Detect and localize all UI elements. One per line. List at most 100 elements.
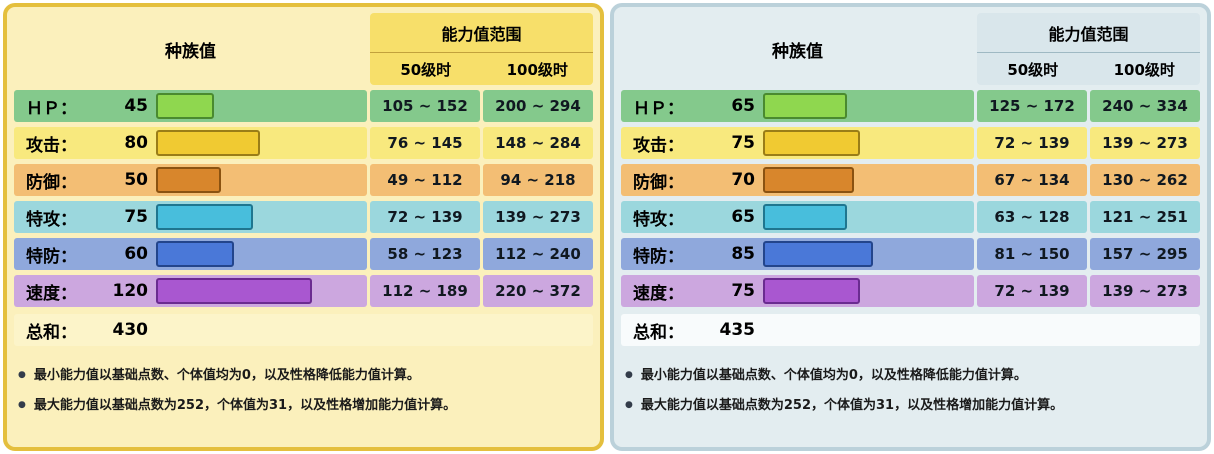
stat-bar xyxy=(156,204,254,230)
stat-bar xyxy=(156,278,312,304)
stat-main-cell: 防御： 50 xyxy=(14,164,367,196)
range-subheader: 50级时 100级时 xyxy=(977,53,1200,85)
stat-row-hp: ＨＰ： 45 105 ~ 152 200 ~ 294 xyxy=(14,90,593,122)
range-header: 能力值范围 50级时 100级时 xyxy=(977,13,1200,85)
table-header: 种族值 能力值范围 50级时 100级时 xyxy=(14,13,593,85)
stat-label: 攻击： xyxy=(26,135,77,156)
stat-range-lv50: 72 ~ 139 xyxy=(977,127,1087,159)
stat-row-spdef: 特防： 85 81 ~ 150 157 ~ 295 xyxy=(621,238,1200,270)
stat-bar xyxy=(763,241,874,267)
stat-range-lv100: 130 ~ 262 xyxy=(1090,164,1200,196)
stat-bar-track xyxy=(763,93,968,119)
stat-range-lv50: 63 ~ 128 xyxy=(977,201,1087,233)
stat-row-spatk: 特攻： 75 72 ~ 139 139 ~ 273 xyxy=(14,201,593,233)
stat-bar-track xyxy=(156,130,361,156)
stat-row-speed: 速度： 120 112 ~ 189 220 ~ 372 xyxy=(14,275,593,307)
stat-range-lv100: 139 ~ 273 xyxy=(483,201,593,233)
total-value: 435 xyxy=(719,320,756,340)
stat-range-lv50: 72 ~ 139 xyxy=(370,201,480,233)
stat-rows: ＨＰ： 45 105 ~ 152 200 ~ 294 攻击： 80 76 ~ 1… xyxy=(14,90,593,307)
stat-row-defense: 防御： 50 49 ~ 112 94 ~ 218 xyxy=(14,164,593,196)
stat-value: 80 xyxy=(124,133,148,153)
stat-value: 70 xyxy=(731,170,755,190)
stat-main-cell: ＨＰ： 45 xyxy=(14,90,367,122)
range-subheader: 50级时 100级时 xyxy=(370,53,593,85)
stat-panel-right: 种族值 能力值范围 50级时 100级时 ＨＰ： 65 125 ~ 172 24… xyxy=(610,3,1211,451)
base-stat-header: 种族值 xyxy=(772,41,823,62)
stat-bar xyxy=(763,204,848,230)
stat-range-lv100: 139 ~ 273 xyxy=(1090,275,1200,307)
stat-value: 75 xyxy=(731,133,755,153)
footnote-max: ● 最大能力值以基础点数为252，个体值为31，以及性格增加能力值计算。 xyxy=(18,396,589,416)
stat-bar-track xyxy=(763,167,968,193)
stat-bar-track xyxy=(156,167,361,193)
footnote-text: 最大能力值以基础点数为252，个体值为31，以及性格增加能力值计算。 xyxy=(33,398,457,414)
stat-row-attack: 攻击： 80 76 ~ 145 148 ~ 284 xyxy=(14,127,593,159)
footnote-text: 最小能力值以基础点数、个体值均为0，以及性格降低能力值计算。 xyxy=(33,368,420,383)
stat-label: 防御： xyxy=(633,172,684,193)
stat-value: 65 xyxy=(731,96,755,116)
stat-range-lv100: 148 ~ 284 xyxy=(483,127,593,159)
range-header: 能力值范围 50级时 100级时 xyxy=(370,13,593,85)
stat-range-lv100: 220 ~ 372 xyxy=(483,275,593,307)
stat-value: 75 xyxy=(124,207,148,227)
stat-row-spatk: 特攻： 65 63 ~ 128 121 ~ 251 xyxy=(621,201,1200,233)
stat-bar xyxy=(156,167,221,193)
stat-main-cell: 特攻： 75 xyxy=(14,201,367,233)
stat-value: 75 xyxy=(731,281,755,301)
stat-label: 特攻： xyxy=(26,209,77,230)
stat-main-cell: 攻击： 75 xyxy=(621,127,974,159)
stat-range-lv50: 72 ~ 139 xyxy=(977,275,1087,307)
stat-bar-track xyxy=(156,278,361,304)
stat-bar-track xyxy=(763,130,968,156)
stat-row-spdef: 特防： 60 58 ~ 123 112 ~ 240 xyxy=(14,238,593,270)
base-stat-header: 种族值 xyxy=(165,41,216,62)
total-row: 总和： 430 xyxy=(14,314,593,346)
stat-bar-track xyxy=(763,241,968,267)
stat-row-speed: 速度： 75 72 ~ 139 139 ~ 273 xyxy=(621,275,1200,307)
stat-main-cell: 速度： 120 xyxy=(14,275,367,307)
stat-main-cell: 特攻： 65 xyxy=(621,201,974,233)
stat-range-lv100: 139 ~ 273 xyxy=(1090,127,1200,159)
stat-main-cell: 特防： 60 xyxy=(14,238,367,270)
stat-range-lv100: 94 ~ 218 xyxy=(483,164,593,196)
stat-bar xyxy=(156,241,234,267)
footnote-text: 最大能力值以基础点数为252，个体值为31，以及性格增加能力值计算。 xyxy=(640,398,1064,414)
stat-label: 速度： xyxy=(633,283,684,304)
stat-range-lv50: 105 ~ 152 xyxy=(370,90,480,122)
stat-bar-track xyxy=(156,93,361,119)
stat-range-lv50: 81 ~ 150 xyxy=(977,238,1087,270)
bullet-icon: ● xyxy=(625,400,633,411)
stat-rows: ＨＰ： 65 125 ~ 172 240 ~ 334 攻击： 75 72 ~ 1… xyxy=(621,90,1200,307)
stat-label: 速度： xyxy=(26,283,77,304)
stat-main-cell: 速度： 75 xyxy=(621,275,974,307)
stat-bar xyxy=(763,93,848,119)
stat-bar xyxy=(763,130,861,156)
stat-value: 45 xyxy=(124,96,148,116)
footnote-max: ● 最大能力值以基础点数为252，个体值为31，以及性格增加能力值计算。 xyxy=(625,396,1196,416)
total-label: 总和： xyxy=(26,322,77,343)
stat-range-lv100: 240 ~ 334 xyxy=(1090,90,1200,122)
stat-label: ＨＰ： xyxy=(633,98,684,119)
stat-range-lv100: 200 ~ 294 xyxy=(483,90,593,122)
stat-main-cell: ＨＰ： 65 xyxy=(621,90,974,122)
bullet-icon: ● xyxy=(18,370,26,380)
stat-range-lv50: 67 ~ 134 xyxy=(977,164,1087,196)
bullet-icon: ● xyxy=(18,400,26,411)
stat-row-hp: ＨＰ： 65 125 ~ 172 240 ~ 334 xyxy=(621,90,1200,122)
footnotes: ● 最小能力值以基础点数、个体值均为0，以及性格降低能力值计算。 ● 最大能力值… xyxy=(14,366,593,416)
stat-bar-track xyxy=(763,204,968,230)
stat-range-lv50: 125 ~ 172 xyxy=(977,90,1087,122)
bullet-icon: ● xyxy=(625,370,633,380)
footnote-min: ● 最小能力值以基础点数、个体值均为0，以及性格降低能力值计算。 xyxy=(18,366,589,386)
stat-row-attack: 攻击： 75 72 ~ 139 139 ~ 273 xyxy=(621,127,1200,159)
stat-row-defense: 防御： 70 67 ~ 134 130 ~ 262 xyxy=(621,164,1200,196)
stat-bar xyxy=(763,278,861,304)
stat-range-lv50: 49 ~ 112 xyxy=(370,164,480,196)
stat-range-lv100: 157 ~ 295 xyxy=(1090,238,1200,270)
footnote-text: 最小能力值以基础点数、个体值均为0，以及性格降低能力值计算。 xyxy=(640,368,1027,383)
stat-range-lv50: 58 ~ 123 xyxy=(370,238,480,270)
stat-label: ＨＰ： xyxy=(26,98,77,119)
stat-range-lv100: 121 ~ 251 xyxy=(1090,201,1200,233)
